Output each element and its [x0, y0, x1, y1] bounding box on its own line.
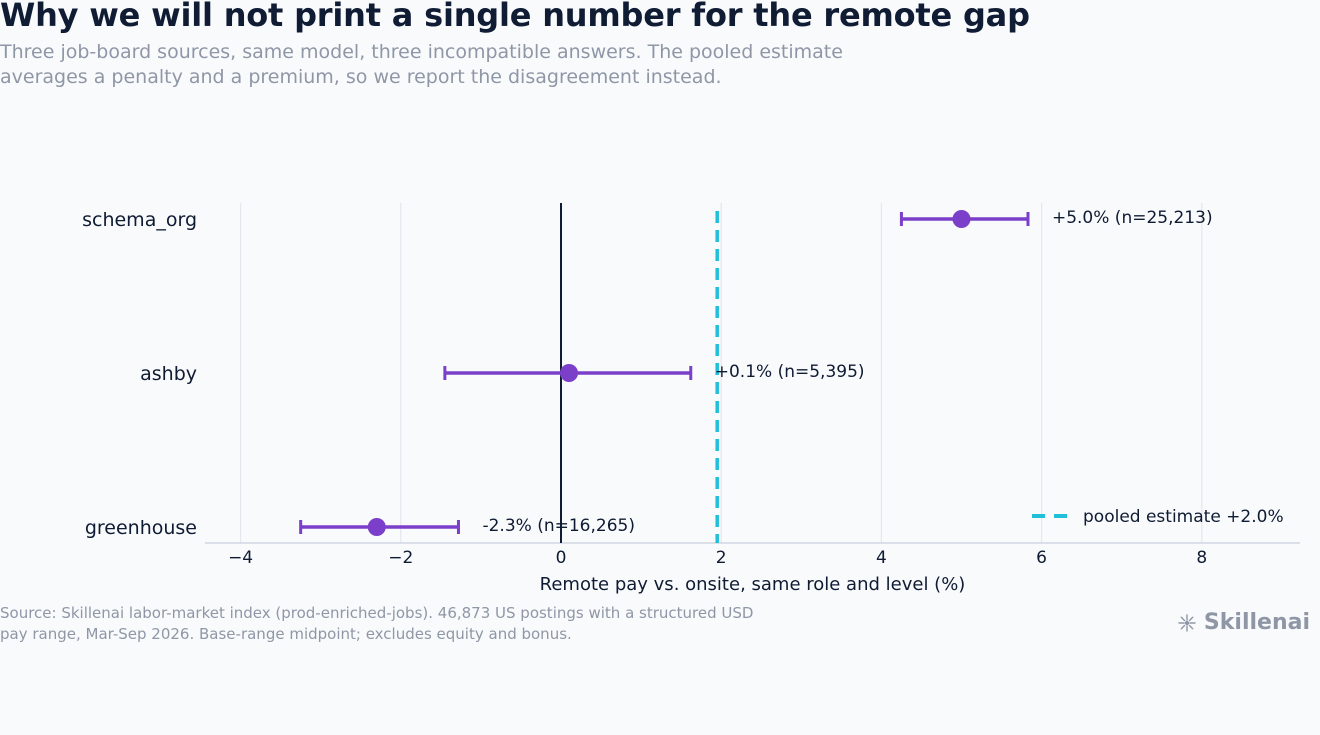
x-tick-label: 6	[1036, 548, 1047, 568]
x-tick-label: −2	[388, 548, 413, 568]
page-subtitle: Three job-board sources, same model, thr…	[0, 41, 843, 88]
y-category-label: ashby	[140, 363, 197, 385]
y-category-label: greenhouse	[85, 517, 197, 539]
data-label: +5.0% (n=25,213)	[1052, 208, 1213, 228]
sparkle-icon	[1178, 613, 1196, 632]
brand-name: Skillenai	[1203, 610, 1310, 635]
source-note: Source: Skillenai labor-market index (pr…	[0, 604, 754, 643]
brand-logo: Skillenai	[1177, 610, 1310, 635]
x-tick-label: 0	[556, 548, 567, 568]
x-tick-label: 8	[1196, 548, 1207, 568]
y-category-label: schema_org	[82, 209, 197, 231]
data-label: -2.3% (n=16,265)	[482, 516, 635, 536]
point-estimate	[367, 518, 386, 536]
dot-and-whisker-chart: −4 −2 0 2 4 6 8 Remote pay vs. onsite, same rol…	[82, 203, 1300, 595]
data-label: +0.1% (n=5,395)	[715, 362, 865, 382]
point-estimate	[952, 210, 971, 228]
x-tick-label: −4	[228, 548, 253, 568]
point-estimate	[560, 364, 579, 382]
page-title: Why we will not print a single number fo…	[0, 0, 1030, 34]
x-tick-label: 4	[876, 548, 887, 568]
x-tick-label: 2	[716, 548, 727, 568]
legend-label-pooled: pooled estimate +2.0%	[1083, 507, 1284, 527]
x-axis-label: Remote pay vs. onsite, same role and lev…	[540, 574, 966, 595]
